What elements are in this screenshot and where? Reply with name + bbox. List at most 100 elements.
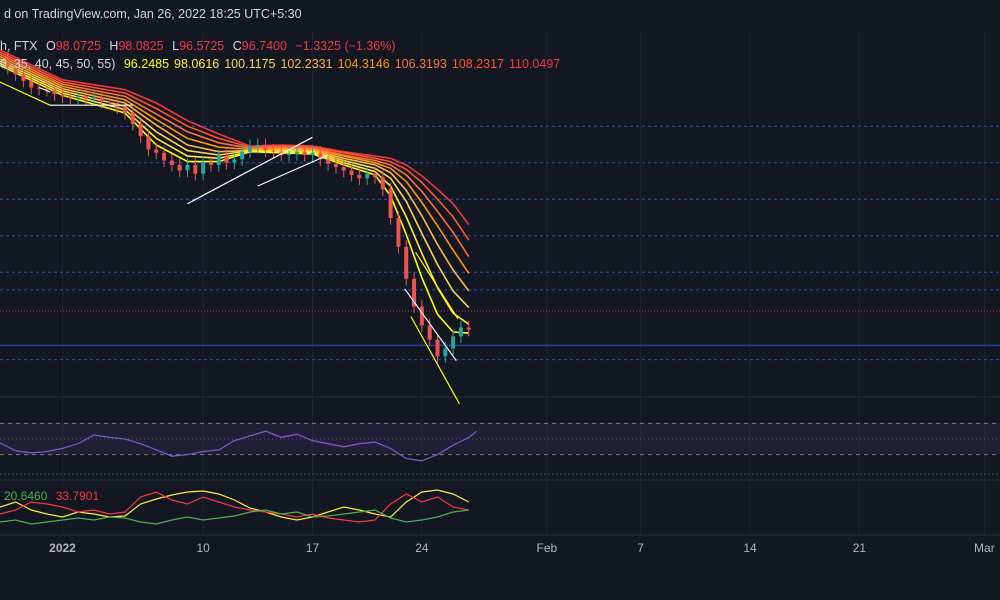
high-label: H <box>109 39 119 53</box>
ribbon-legend[interactable]: 0, 35, 40, 45, 50, 55) 96.2485 98.0616 100… <box>0 56 565 72</box>
x-tick-label-6: 14 <box>743 541 757 555</box>
candle-body-60 <box>466 327 471 330</box>
trendline-7 <box>404 288 457 362</box>
change-value: −1.3325 (−1.36%) <box>295 39 396 53</box>
candle-body-32 <box>248 146 252 152</box>
open-label: O <box>46 39 56 53</box>
candle-body-23 <box>177 164 182 171</box>
candle-body-34 <box>263 145 268 151</box>
candle-body-33 <box>255 145 260 147</box>
trendline-6 <box>415 251 459 320</box>
candle-body-49 <box>380 177 385 190</box>
candle-body-44 <box>341 167 346 171</box>
low-value: 96.5725 <box>179 39 225 53</box>
ribbon-params: 0, 35, 40, 45, 50, 55) <box>0 57 116 71</box>
candle-body-2 <box>13 67 18 75</box>
candle-body-40 <box>310 152 315 155</box>
candle-body-35 <box>271 150 276 152</box>
ohlc-legend[interactable]: h, FTX O98.0725 H98.0825 L96.5725 C96.74… <box>0 38 401 54</box>
candle-body-37 <box>287 153 292 155</box>
candle-body-48 <box>373 173 377 178</box>
candle-body-30 <box>232 159 237 163</box>
x-tick-label-3: 24 <box>415 541 429 555</box>
candle-body-31 <box>240 151 245 160</box>
x-tick-label-5: 7 <box>637 541 644 555</box>
candle-body-19 <box>146 136 151 150</box>
candle-body-13 <box>99 97 104 102</box>
rsi-line <box>0 430 478 462</box>
candle-body-45 <box>349 170 354 175</box>
candle-body-10 <box>76 96 81 98</box>
candle-body-50 <box>388 189 393 219</box>
candle-body-42 <box>326 159 331 164</box>
symbol-tail: h, FTX <box>0 39 38 53</box>
candle-body-24 <box>185 164 190 171</box>
close-value: 96.7400 <box>241 39 287 53</box>
candle-body-52 <box>404 246 409 279</box>
candle-body-58 <box>451 336 456 349</box>
candle-body-14 <box>107 101 112 103</box>
candle-body-18 <box>138 124 143 137</box>
candle-body-55 <box>427 325 432 340</box>
trendline-4 <box>0 81 51 106</box>
ribbon-value-5: 106.3193 <box>394 57 447 71</box>
candle-body-28 <box>216 156 221 165</box>
watermark-text: d on TradingView.com, Jan 26, 2022 18:25… <box>4 7 302 21</box>
x-tick-label-8: Mar <box>974 541 995 555</box>
candle-body-51 <box>396 218 401 247</box>
trendline-1 <box>257 154 329 187</box>
ema-ribbon-line-0 <box>0 49 470 226</box>
ribbon-value-4: 104.3146 <box>337 57 390 71</box>
candle-body-38 <box>294 151 299 154</box>
close-label: C <box>232 39 242 53</box>
candle-body-41 <box>318 152 323 160</box>
candle-body-16 <box>123 107 127 113</box>
candle-body-21 <box>162 152 167 161</box>
ribbon-value-0: 96.2485 <box>123 57 170 71</box>
candle-body-26 <box>201 162 206 174</box>
candle-body-57 <box>443 348 448 357</box>
trendline-5 <box>410 316 460 405</box>
osc-line-2 <box>0 509 469 525</box>
candle-body-59 <box>458 327 463 337</box>
candle-body-4 <box>29 80 34 88</box>
candle-body-20 <box>154 149 159 153</box>
candle-body-54 <box>419 306 424 326</box>
trendline-3 <box>38 86 51 93</box>
ribbon-value-1: 98.0616 <box>174 57 220 71</box>
candle-body-39 <box>302 151 307 155</box>
ribbon-value-3: 102.2331 <box>280 57 333 71</box>
candle-body-25 <box>193 164 198 174</box>
ribbon-value-7: 110.0497 <box>509 57 561 71</box>
candle-body-53 <box>412 278 417 307</box>
candle-body-8 <box>60 94 65 97</box>
osc-line-1 <box>0 491 469 523</box>
candle-body-7 <box>52 89 57 95</box>
oscillator-legend[interactable]: 20.6460 33.7901 <box>4 488 104 504</box>
x-tick-label-1: 10 <box>196 541 210 555</box>
high-value: 98.0825 <box>118 39 164 53</box>
osc-value-b: 33.7901 <box>55 489 100 503</box>
x-tick-label-2: 17 <box>306 541 320 555</box>
candle-body-47 <box>365 173 370 179</box>
candle-body-3 <box>21 74 26 81</box>
low-label: L <box>172 39 180 53</box>
ribbon-value-6: 108.2317 <box>451 57 505 71</box>
osc-value-a: 20.6460 <box>4 489 48 503</box>
candle-body-46 <box>357 174 362 179</box>
candle-body-22 <box>169 160 174 165</box>
candle-body-1 <box>5 57 10 68</box>
ribbon-value-2: 100.1175 <box>224 57 276 71</box>
candle-body-12 <box>91 97 96 99</box>
candle-body-43 <box>333 163 338 168</box>
trendline-0 <box>187 136 313 205</box>
candle-body-6 <box>44 88 49 90</box>
candle-body-29 <box>224 156 229 163</box>
candle-body-56 <box>435 339 440 357</box>
candle-body-27 <box>208 162 213 165</box>
candle-body-9 <box>68 96 73 98</box>
watermark-line: d on TradingView.com, Jan 26, 2022 18:25… <box>4 6 307 22</box>
open-value: 98.0725 <box>55 39 101 53</box>
